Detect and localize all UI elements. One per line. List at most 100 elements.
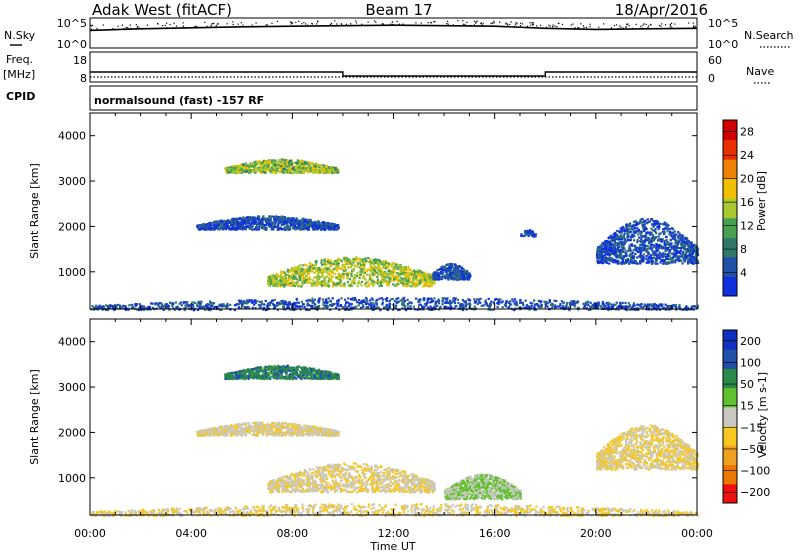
nsearch-point	[582, 25, 584, 27]
scatter-cell	[647, 221, 650, 224]
scatter-cell	[301, 280, 304, 283]
scatter-cell	[395, 284, 398, 287]
scatter-cell	[291, 267, 294, 270]
scatter-cell	[258, 215, 261, 218]
scatter-cell	[387, 268, 391, 271]
scatter-cell	[675, 249, 678, 252]
nsearch-point	[183, 26, 185, 28]
scatter-cell	[429, 283, 432, 286]
scatter-cell	[279, 158, 282, 161]
nsearch-point	[206, 25, 208, 27]
scatter-cell	[309, 224, 312, 228]
nsearch-point	[589, 26, 591, 28]
nsearch-point	[515, 22, 517, 24]
scatter-cell	[663, 221, 666, 224]
scatter-cell	[623, 255, 626, 258]
scatter-cell	[379, 271, 382, 274]
scatter-cell	[387, 284, 390, 287]
freq-line	[90, 71, 697, 77]
scatter-cell	[346, 280, 349, 284]
scatter-cell	[289, 222, 292, 225]
scatter-cell	[293, 222, 296, 226]
scatter-cell	[349, 263, 352, 266]
scatter-cell	[419, 279, 423, 282]
scatter-cell	[242, 163, 245, 166]
scatter-cell	[395, 275, 398, 278]
scatter-cell	[265, 169, 268, 172]
scatter-cell	[234, 171, 237, 174]
scatter-cell	[294, 221, 297, 224]
nsearch-point	[665, 24, 667, 26]
scatter-cell	[461, 268, 464, 271]
scatter-cell	[407, 265, 410, 269]
scatter-cell	[413, 278, 416, 281]
scatter-cell	[300, 285, 303, 288]
scatter-cell	[639, 241, 642, 244]
scatter-cell	[680, 259, 683, 262]
nsearch-point	[136, 28, 138, 30]
scatter-cell	[397, 276, 400, 279]
scatter-cell	[685, 256, 688, 259]
scatter-cell	[235, 170, 238, 173]
scatter-cell	[260, 167, 263, 170]
scatter-cell	[688, 247, 691, 250]
scatter-cell	[290, 284, 293, 287]
scatter-cell	[234, 167, 237, 170]
scatter-cell	[312, 284, 315, 287]
scatter-cell	[337, 171, 340, 174]
scatter-cell	[390, 264, 393, 267]
nsearch-point	[166, 22, 168, 24]
scatter-cell	[259, 221, 262, 224]
scatter-cell	[448, 276, 451, 279]
scatter-cell	[284, 227, 287, 230]
scatter-cell	[317, 268, 320, 271]
scatter-cell	[305, 278, 308, 281]
scatter-cell	[682, 251, 685, 254]
scatter-cell	[405, 285, 408, 288]
scatter-cell	[620, 256, 623, 259]
scatter-cell	[629, 248, 632, 251]
scatter-cell	[281, 283, 284, 286]
scatter-cell	[237, 217, 240, 220]
nsearch-point	[462, 20, 464, 22]
scatter-cell	[233, 164, 236, 168]
scatter-cell	[296, 265, 299, 268]
scatter-cell	[184, 301, 187, 304]
scatter-cell	[247, 217, 250, 220]
nsearch-point	[331, 24, 333, 26]
scatter-cell	[295, 278, 298, 281]
scatter-cell	[608, 262, 611, 265]
scatter-cell	[404, 272, 407, 275]
scatter-cell	[369, 302, 372, 305]
scatter-cell	[367, 257, 370, 260]
scatter-cell	[682, 253, 685, 256]
scatter-cell	[306, 270, 309, 273]
scatter-cell	[619, 241, 623, 244]
scatter-cell	[455, 278, 458, 281]
scatter-cell	[285, 169, 288, 172]
scatter-cell	[279, 221, 282, 224]
scatter-cell	[473, 305, 476, 308]
scatter-cell	[691, 252, 695, 255]
scatter-cell	[199, 224, 202, 227]
nsearch-point	[345, 23, 347, 25]
scatter-cell	[526, 229, 529, 232]
scatter-cell	[281, 276, 284, 279]
scatter-cell	[280, 161, 283, 164]
scatter-cell	[267, 224, 270, 227]
nsearch-point	[330, 22, 333, 24]
nsearch-point	[670, 26, 672, 28]
scatter-cell	[313, 303, 317, 306]
scatter-cell	[221, 303, 224, 306]
scatter-cell	[386, 280, 389, 283]
scatter-cell	[342, 284, 345, 287]
scatter-cell	[430, 275, 433, 278]
scatter-cell	[282, 164, 285, 167]
scatter-cell	[419, 281, 422, 284]
scatter-cell	[290, 220, 293, 223]
scatter-cell	[639, 232, 642, 235]
scatter-cell	[368, 273, 371, 276]
scatter-cell	[663, 232, 666, 236]
scatter-cell	[382, 273, 385, 276]
scatter-cell	[208, 303, 211, 306]
